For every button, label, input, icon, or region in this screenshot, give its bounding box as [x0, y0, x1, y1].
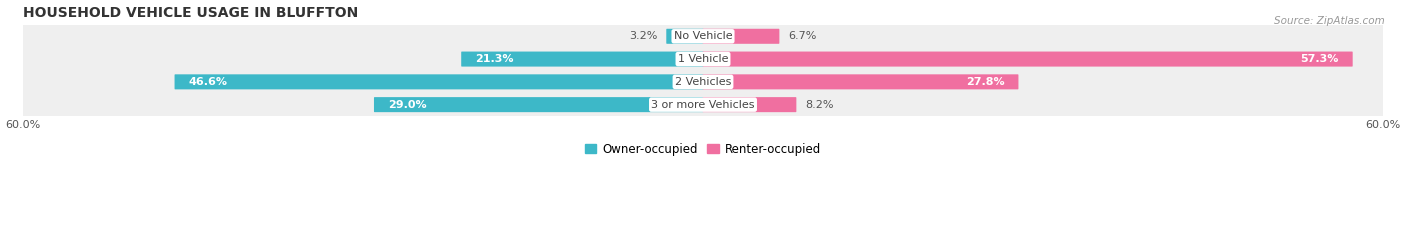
FancyBboxPatch shape: [703, 29, 779, 44]
FancyBboxPatch shape: [703, 51, 1353, 67]
FancyBboxPatch shape: [22, 92, 1384, 117]
Text: 46.6%: 46.6%: [188, 77, 228, 87]
Text: 3.2%: 3.2%: [630, 31, 658, 41]
FancyBboxPatch shape: [22, 24, 1384, 49]
FancyBboxPatch shape: [22, 47, 1384, 71]
FancyBboxPatch shape: [374, 97, 703, 112]
Text: 8.2%: 8.2%: [806, 100, 834, 110]
Text: 1 Vehicle: 1 Vehicle: [678, 54, 728, 64]
Text: No Vehicle: No Vehicle: [673, 31, 733, 41]
FancyBboxPatch shape: [461, 51, 703, 67]
FancyBboxPatch shape: [703, 74, 1018, 89]
Text: 21.3%: 21.3%: [475, 54, 513, 64]
Text: 27.8%: 27.8%: [966, 77, 1004, 87]
Text: HOUSEHOLD VEHICLE USAGE IN BLUFFTON: HOUSEHOLD VEHICLE USAGE IN BLUFFTON: [22, 6, 359, 20]
FancyBboxPatch shape: [22, 69, 1384, 94]
Text: 3 or more Vehicles: 3 or more Vehicles: [651, 100, 755, 110]
FancyBboxPatch shape: [174, 74, 703, 89]
Legend: Owner-occupied, Renter-occupied: Owner-occupied, Renter-occupied: [579, 138, 827, 160]
Text: 6.7%: 6.7%: [787, 31, 817, 41]
FancyBboxPatch shape: [666, 29, 703, 44]
Text: 57.3%: 57.3%: [1301, 54, 1339, 64]
Text: Source: ZipAtlas.com: Source: ZipAtlas.com: [1274, 16, 1385, 26]
Text: 29.0%: 29.0%: [388, 100, 426, 110]
FancyBboxPatch shape: [703, 97, 796, 112]
Text: 2 Vehicles: 2 Vehicles: [675, 77, 731, 87]
